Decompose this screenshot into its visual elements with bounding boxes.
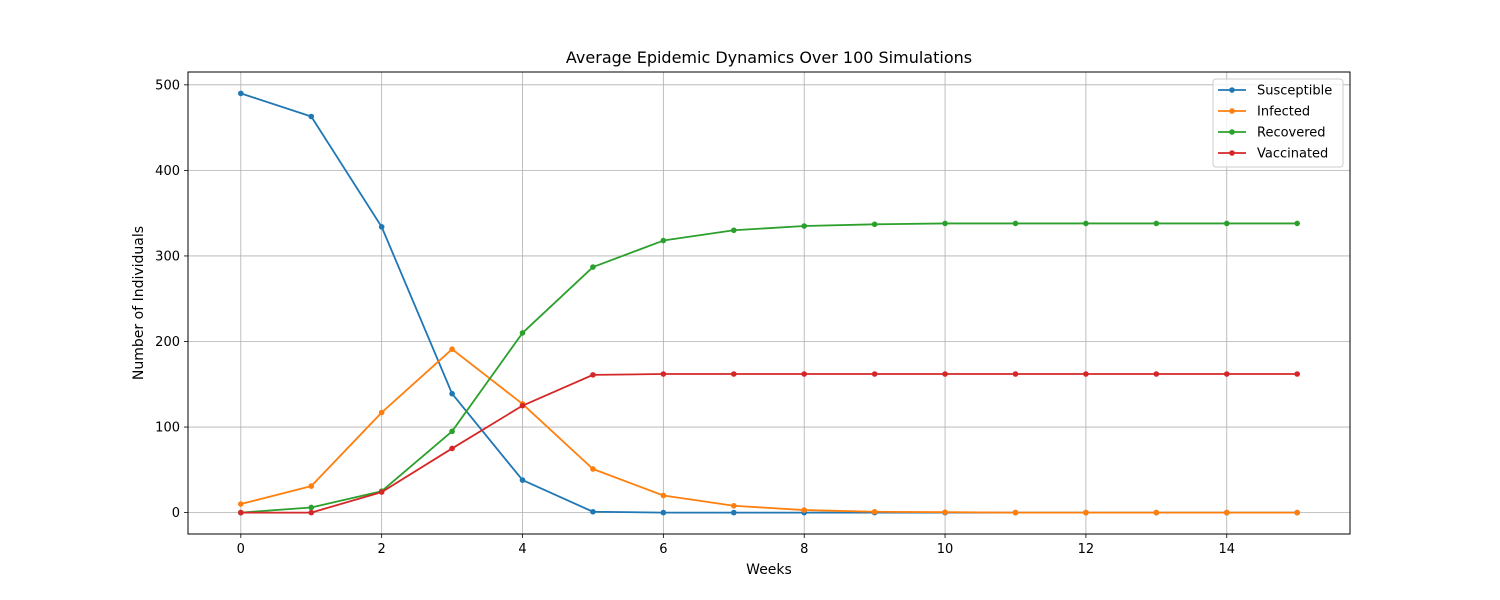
data-point-vaccinated [1153, 371, 1160, 377]
x-tick-label: 10 [937, 542, 954, 557]
y-tick-label: 0 [172, 506, 180, 521]
data-point-vaccinated [942, 371, 948, 377]
legend-marker-susceptible [1229, 87, 1235, 93]
y-tick-label: 300 [155, 249, 180, 264]
chart-title: Average Epidemic Dynamics Over 100 Simul… [566, 48, 972, 67]
data-point-susceptible [449, 390, 455, 397]
data-point-recovered [942, 220, 948, 227]
data-point-recovered [1153, 220, 1160, 227]
legend-marker-vaccinated [1229, 150, 1235, 156]
data-point-vaccinated [871, 371, 878, 377]
data-point-recovered [1223, 220, 1230, 227]
series-vaccinated [238, 371, 1300, 516]
data-point-infected [1153, 509, 1160, 516]
plot-frame [187, 71, 1351, 535]
data-point-vaccinated [378, 489, 385, 495]
data-point-vaccinated [801, 371, 808, 377]
data-point-vaccinated [660, 371, 667, 377]
legend-item-susceptible: Susceptible [1218, 84, 1332, 99]
legend-label-recovered: Recovered [1257, 126, 1326, 141]
y-tick-label: 100 [155, 421, 180, 436]
data-point-recovered [730, 227, 737, 234]
data-point-recovered [660, 237, 667, 244]
data-point-infected [730, 502, 737, 509]
y-tick-label: 500 [155, 78, 180, 93]
y-tick-label: 200 [155, 335, 180, 350]
data-point-recovered [449, 428, 455, 435]
data-point-infected [871, 508, 878, 515]
data-point-susceptible [378, 224, 385, 230]
data-point-infected [660, 492, 667, 499]
data-point-vaccinated [730, 371, 737, 377]
data-point-vaccinated [1083, 371, 1089, 377]
data-point-recovered [801, 223, 808, 229]
data-point-susceptible [519, 477, 526, 483]
legend-item-infected: Infected [1218, 105, 1310, 120]
x-tick-label: 14 [1218, 542, 1235, 557]
data-point-infected [1083, 509, 1089, 516]
legend-label-infected: Infected [1257, 105, 1310, 120]
data-point-vaccinated [1223, 371, 1230, 377]
data-point-infected [1223, 509, 1230, 516]
series-line-infected [240, 348, 1298, 514]
data-point-vaccinated [308, 509, 315, 516]
data-point-infected [590, 466, 596, 472]
data-point-vaccinated [449, 445, 455, 452]
y-axis-label: Number of Individuals [131, 226, 147, 380]
data-point-recovered [871, 221, 878, 228]
series-line-vaccinated [240, 373, 1298, 514]
legend-marker-recovered [1229, 129, 1235, 135]
data-point-recovered [1083, 220, 1089, 227]
data-point-infected [378, 409, 385, 416]
data-point-susceptible [590, 508, 596, 515]
series-line-recovered [240, 222, 1298, 514]
data-point-infected [942, 509, 948, 515]
series-infected [238, 346, 1300, 516]
data-point-infected [1294, 509, 1300, 516]
data-point-infected [308, 483, 315, 489]
y-tick-label: 400 [155, 164, 180, 179]
x-tick-label: 6 [659, 542, 667, 557]
data-point-recovered [308, 504, 315, 511]
legend-label-vaccinated: Vaccinated [1257, 147, 1328, 162]
data-point-recovered [590, 264, 596, 270]
x-tick-label: 4 [518, 542, 526, 557]
data-point-susceptible [660, 509, 667, 516]
legend-box [1212, 78, 1344, 168]
data-point-susceptible [730, 509, 737, 516]
data-point-infected [238, 501, 244, 507]
data-point-infected [449, 346, 455, 353]
x-tick-label: 2 [378, 542, 386, 557]
data-point-recovered [1294, 220, 1300, 227]
data-point-vaccinated [590, 372, 596, 378]
data-point-susceptible [238, 90, 244, 97]
x-axis-ticks: 0 2 4 6 8 10 12 14 [237, 534, 1235, 557]
y-axis-ticks: 0 100 200 300 400 500 [155, 78, 188, 521]
data-point-recovered [519, 330, 526, 336]
data-point-vaccinated [1294, 371, 1300, 377]
x-tick-label: 0 [237, 542, 245, 557]
legend: Susceptible Infected Recovered Vaccinated [1212, 78, 1344, 168]
x-tick-label: 12 [1078, 542, 1095, 557]
series-layer [238, 90, 1300, 516]
legend-label-susceptible: Susceptible [1257, 84, 1332, 99]
legend-item-vaccinated: Vaccinated [1218, 147, 1328, 162]
legend-item-recovered: Recovered [1218, 126, 1326, 141]
data-point-recovered [1012, 220, 1019, 227]
data-point-vaccinated [238, 509, 244, 516]
x-tick-label: 8 [800, 542, 808, 557]
data-point-infected [1012, 509, 1019, 516]
legend-marker-infected [1229, 108, 1235, 114]
data-point-susceptible [308, 113, 315, 120]
data-point-infected [801, 507, 808, 513]
data-point-vaccinated [519, 402, 526, 409]
x-axis-label: Weeks [746, 562, 792, 578]
data-point-vaccinated [1012, 371, 1019, 377]
